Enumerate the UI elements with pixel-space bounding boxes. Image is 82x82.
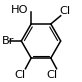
Text: Br: Br	[2, 36, 14, 46]
Text: HO: HO	[11, 5, 29, 15]
Text: Cl: Cl	[60, 6, 71, 16]
Text: Cl: Cl	[14, 70, 25, 80]
Text: Cl: Cl	[46, 70, 57, 80]
